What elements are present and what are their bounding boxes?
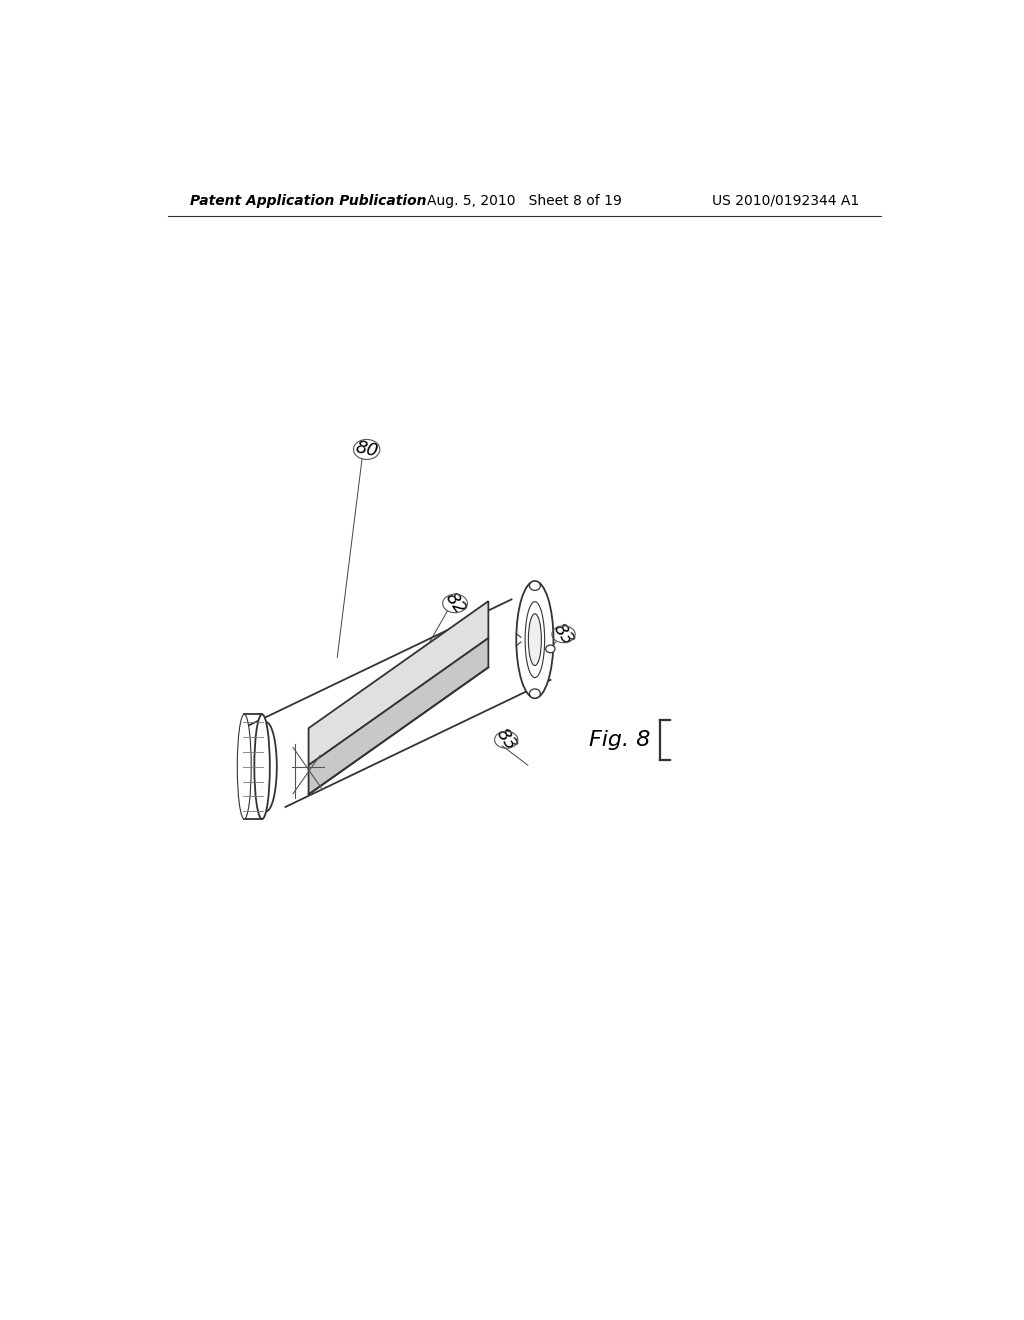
Text: Aug. 5, 2010   Sheet 8 of 19: Aug. 5, 2010 Sheet 8 of 19: [427, 194, 623, 207]
Ellipse shape: [525, 602, 545, 677]
Polygon shape: [308, 601, 488, 766]
Text: 82: 82: [441, 589, 469, 618]
Ellipse shape: [523, 606, 539, 673]
Text: US 2010/0192344 A1: US 2010/0192344 A1: [713, 194, 859, 207]
Polygon shape: [245, 714, 262, 818]
Ellipse shape: [546, 645, 555, 653]
Ellipse shape: [528, 614, 542, 665]
Polygon shape: [308, 638, 488, 795]
Ellipse shape: [529, 581, 541, 590]
Polygon shape: [247, 599, 551, 807]
Ellipse shape: [254, 714, 270, 818]
Ellipse shape: [516, 581, 554, 698]
Text: 83: 83: [493, 725, 520, 754]
Text: Fig. 8: Fig. 8: [590, 730, 651, 750]
Text: 83: 83: [550, 619, 578, 649]
Ellipse shape: [255, 722, 276, 812]
Ellipse shape: [238, 714, 251, 818]
Text: Patent Application Publication: Patent Application Publication: [190, 194, 427, 207]
Ellipse shape: [520, 595, 542, 684]
Text: 80: 80: [353, 438, 380, 461]
Ellipse shape: [529, 689, 541, 698]
